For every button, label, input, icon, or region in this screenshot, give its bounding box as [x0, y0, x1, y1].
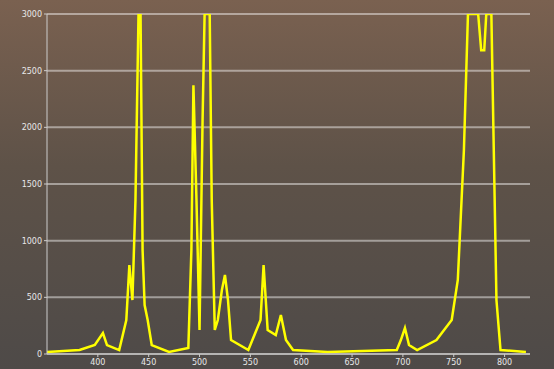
- svg-text:800: 800: [497, 358, 512, 367]
- svg-text:750: 750: [446, 358, 461, 367]
- svg-text:1000: 1000: [22, 237, 42, 246]
- svg-text:600: 600: [294, 358, 309, 367]
- svg-text:2500: 2500: [22, 67, 42, 76]
- svg-text:1500: 1500: [22, 180, 42, 189]
- svg-text:400: 400: [90, 358, 105, 367]
- svg-text:0: 0: [37, 350, 42, 359]
- svg-text:500: 500: [192, 358, 207, 367]
- svg-text:3000: 3000: [22, 10, 42, 19]
- svg-text:500: 500: [27, 293, 42, 302]
- svg-text:2000: 2000: [22, 123, 42, 132]
- svg-text:450: 450: [141, 358, 156, 367]
- svg-text:650: 650: [344, 358, 359, 367]
- svg-text:550: 550: [243, 358, 258, 367]
- svg-text:700: 700: [395, 358, 410, 367]
